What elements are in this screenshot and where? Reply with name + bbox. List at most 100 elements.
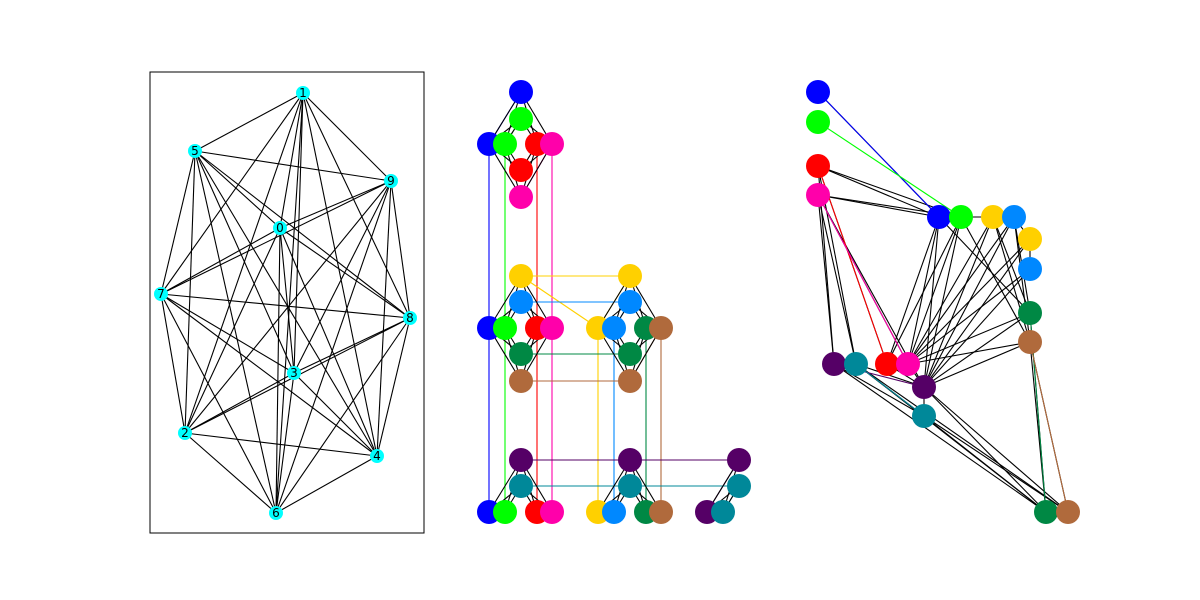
edge-4-5 — [194, 150, 378, 457]
embedded-edge-1 — [817, 165, 940, 218]
embedded-edge-3 — [817, 194, 940, 218]
node-label-4: 4 — [373, 449, 381, 463]
embedded-edge-45 — [855, 363, 1069, 513]
edge-1-8 — [302, 92, 411, 319]
layered-node-l3_sky — [602, 500, 626, 524]
edge-5-9 — [194, 150, 392, 182]
edge-2-7 — [160, 293, 186, 434]
layered-node-t_green — [509, 107, 533, 131]
layered-node-c2_teal — [618, 474, 642, 498]
embedded-edge-46 — [923, 386, 1047, 513]
embedded-colored-edge-5 — [855, 363, 925, 417]
embedded-edge-39 — [938, 216, 1031, 314]
edge-3-4 — [293, 372, 378, 457]
layered-node-l2_br — [649, 316, 673, 340]
edge-2-4 — [184, 432, 378, 457]
edge-3-5 — [194, 150, 295, 374]
embedded-node-h_green — [949, 205, 973, 229]
node-label-5: 5 — [191, 144, 199, 158]
embedded-colored-edge-3 — [817, 194, 909, 365]
complete-graph-panel: 0 1 2 3 4 5 6 7 8 9 — [149, 71, 425, 534]
embedded-edge-33 — [907, 312, 1031, 365]
edge-4-6 — [275, 455, 378, 514]
edge-0-7 — [160, 227, 281, 295]
embedded-node-r_sky — [1018, 257, 1042, 281]
node-9 — [384, 174, 398, 188]
layered-node-l1_mag — [540, 132, 564, 156]
edge-4-7 — [160, 293, 378, 457]
edge-7-9 — [160, 180, 392, 295]
layered-layout-panel — [477, 80, 751, 524]
node-label-3: 3 — [290, 366, 298, 380]
node-6 — [269, 506, 283, 520]
complete-graph-edges — [160, 92, 411, 514]
embedded-node-m_teal — [844, 352, 868, 376]
layered-node-t_blue — [509, 80, 533, 104]
embedded-edge-17 — [923, 216, 940, 388]
layered-node-b_br — [618, 369, 642, 393]
layered-node-l2_mag — [540, 316, 564, 340]
edge-3-6 — [275, 372, 295, 514]
complete-graph-nodes: 0 1 2 3 4 5 6 7 8 9 — [154, 86, 417, 520]
embedded-node-r_br — [1018, 330, 1042, 354]
node-2 — [178, 426, 192, 440]
embedded-node-m_mag — [896, 352, 920, 376]
edge-1-4 — [302, 92, 378, 457]
edge-6-7 — [160, 293, 277, 514]
layered-node-a_yel — [509, 264, 533, 288]
embedded-node-r_dg — [1018, 301, 1042, 325]
edge-8-9 — [390, 180, 411, 319]
node-8 — [403, 311, 417, 325]
embedded-node-l_mag — [806, 183, 830, 207]
edge-7-8 — [160, 293, 411, 319]
edge-6-9 — [275, 180, 392, 514]
layered-node-l3_br — [649, 500, 673, 524]
node-label-8: 8 — [406, 311, 414, 325]
node-label-0: 0 — [276, 221, 284, 235]
layered-node-l2_sky — [602, 316, 626, 340]
layered-node-c3_teal — [727, 474, 751, 498]
embedded-node-b_dg — [1034, 500, 1058, 524]
embedded-edge-9 — [817, 194, 857, 365]
embedded-colored-edge-2 — [817, 165, 888, 365]
layered-node-c1_teal — [509, 474, 533, 498]
embedded-edge-25 — [886, 216, 940, 365]
layered-node-c2_pur — [618, 448, 642, 472]
layered-node-a_br — [509, 369, 533, 393]
node-label-7: 7 — [157, 287, 165, 301]
layered-node-b_dg — [618, 342, 642, 366]
edge-2-3 — [184, 372, 295, 434]
node-4 — [370, 449, 384, 463]
node-label-1: 1 — [299, 86, 307, 100]
node-label-6: 6 — [272, 506, 280, 520]
embedded-node-h_sky — [1002, 205, 1026, 229]
embedded-edge-26 — [886, 216, 962, 365]
edge-4-8 — [376, 317, 411, 457]
layered-node-a_dg — [509, 342, 533, 366]
edge-2-5 — [184, 150, 196, 434]
edge-0-2 — [184, 227, 281, 434]
edge-3-9 — [293, 180, 392, 374]
layered-node-t_red — [509, 158, 533, 182]
edge-1-6 — [275, 92, 304, 514]
embedded-nodes — [806, 80, 1080, 524]
layered-node-a_sky — [509, 290, 533, 314]
node-5 — [188, 144, 202, 158]
embedded-node-r_yel — [1018, 227, 1042, 251]
edge-3-8 — [293, 317, 411, 374]
edge-0-1 — [279, 92, 304, 229]
edge-1-7 — [160, 92, 304, 295]
node-1 — [296, 86, 310, 100]
edge-3-7 — [160, 293, 295, 374]
embedded-edge-28 — [923, 268, 1031, 388]
layered-node-l3_green — [493, 500, 517, 524]
embedded-edge-8 — [817, 194, 835, 365]
layered-node-c3_pur — [727, 448, 751, 472]
layered-node-c1_pur — [509, 448, 533, 472]
layered-node-l3_teal — [711, 500, 735, 524]
node-label-2: 2 — [181, 426, 189, 440]
edge-5-6 — [194, 150, 277, 514]
embedded-layout-panel — [806, 80, 1080, 524]
